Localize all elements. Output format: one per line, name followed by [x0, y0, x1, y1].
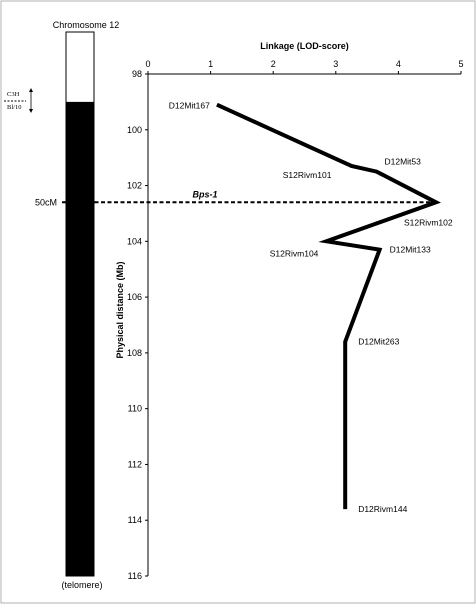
x-tick-label: 2: [271, 59, 276, 69]
y-tick-label: 108: [127, 348, 142, 358]
marker-label: D12Mit53: [384, 157, 421, 167]
x-tick-label: 4: [396, 59, 401, 69]
y-tick-label: 112: [128, 459, 142, 469]
locus-label: Bps-1: [192, 189, 217, 199]
y-tick-label: 114: [128, 515, 142, 525]
marker-label: D12Mit167: [169, 101, 210, 111]
lod-series-line: [216, 102, 442, 510]
cm-position-label: 50cM: [35, 197, 57, 207]
y-axis-title: Physical distance (Mb): [115, 261, 125, 358]
chromosome-title: Chromosome 12: [53, 20, 120, 30]
marker-label: S12Rivm104: [270, 248, 319, 258]
y-tick-label: 102: [127, 181, 142, 191]
axes: 0 1 2 3 4 5 98 100 102 104 106 108 110 112 114 116 Linka…: [115, 41, 464, 581]
marker-label: D12Mit133: [390, 245, 431, 255]
marker-label: S12Rivm101: [283, 170, 332, 180]
x-axis-title: Linkage (LOD-score): [260, 41, 349, 51]
x-tick-label: 0: [145, 59, 150, 69]
locus-annotation: 50cM Bps-1: [35, 189, 436, 207]
x-tick-label: 3: [333, 59, 338, 69]
chromosome-filled-region: [66, 101, 94, 576]
strain-top-label: C3H: [7, 91, 20, 98]
strain-bottom-label: Bl/10: [7, 104, 21, 111]
marker-label: S12Rivm102: [404, 217, 453, 227]
series: [216, 102, 442, 510]
point-labels: D12Mit167 S12Rivm101 D12Mit53 S12Rivm102 S12…: [169, 101, 453, 514]
x-tick-label: 5: [458, 59, 463, 69]
telomere-label: (telomere): [61, 580, 102, 590]
y-tick-label: 100: [127, 125, 142, 135]
arrow-up-icon: [29, 88, 33, 92]
y-tick-label: 98: [132, 69, 142, 79]
marker-label: D12Mit263: [358, 337, 399, 347]
arrow-down-icon: [29, 109, 33, 113]
marker-label: D12Rivm144: [358, 504, 407, 514]
x-tick-label: 1: [208, 59, 213, 69]
y-tick-label: 110: [128, 404, 142, 414]
y-tick-label: 106: [127, 292, 142, 302]
y-tick-label: 104: [127, 236, 142, 246]
y-tick-label: 116: [128, 571, 142, 581]
